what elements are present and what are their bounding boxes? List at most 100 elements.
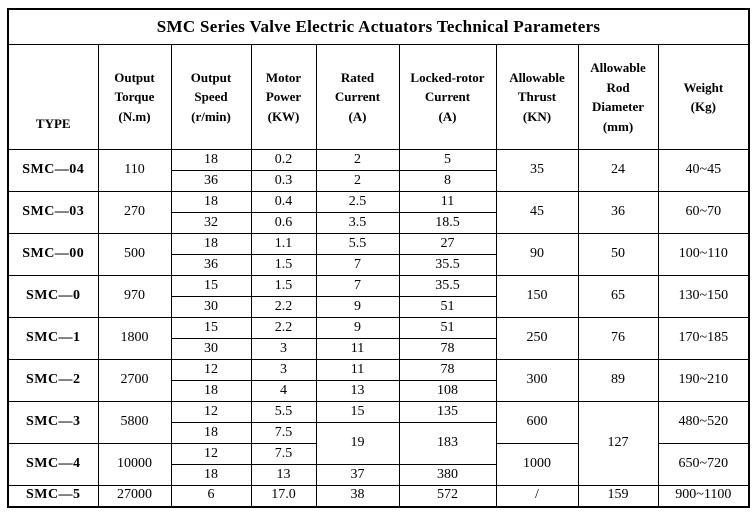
- table-cell: 5.5: [315, 233, 400, 255]
- table-cell: 36: [170, 170, 252, 192]
- table-cell: 1800: [97, 317, 172, 360]
- table-cell: 51: [398, 317, 497, 339]
- column-header-output-speed: Output Speed (r/min): [170, 44, 252, 150]
- table-cell: 10000: [97, 443, 172, 486]
- table-cell: 2: [315, 170, 400, 192]
- table-cell: 8: [398, 170, 497, 192]
- table-cell: 300: [495, 359, 579, 402]
- table-row: 32 0.6 3.5 18.5: [8, 212, 749, 234]
- table-cell: 27: [398, 233, 497, 255]
- table-cell: 15: [170, 275, 252, 297]
- table-cell: 1.5: [250, 254, 317, 276]
- table-cell: 35: [495, 149, 579, 192]
- table-cell: 5800: [97, 401, 172, 444]
- column-header-motor-power: Motor Power (KW): [250, 44, 317, 150]
- type-cell: SMC—1: [7, 317, 99, 360]
- table-cell: 7.5: [250, 422, 317, 444]
- table-row: SMC—5 27000 6 17.0 38 572 / 159 900~1100: [7, 485, 750, 507]
- table-cell: 5.5: [250, 401, 317, 423]
- table-cell: 50: [577, 233, 659, 276]
- table-cell: 7: [315, 254, 400, 276]
- type-cell: SMC—3: [7, 401, 99, 444]
- table-cell: 380: [398, 464, 497, 486]
- table-cell: 89: [577, 359, 659, 402]
- table-row: SMC—04 110 18 0.2 2 5 35 24 40~45: [7, 149, 750, 192]
- table-cell: 170~185: [657, 317, 750, 360]
- table-cell: 18: [170, 233, 252, 255]
- column-header-output-torque: Output Torque (N.m): [97, 44, 172, 150]
- table-cell: 100~110: [657, 233, 750, 276]
- table-cell: 36: [577, 191, 659, 234]
- table-cell: 900~1100: [657, 485, 750, 507]
- table-cell: 572: [398, 485, 497, 507]
- table-cell: 2: [315, 149, 400, 171]
- table-row: SMC—0 970 15 1.5 7 35.5 150 65 130~150: [7, 275, 750, 318]
- table-cell: 17.0: [250, 485, 317, 507]
- table-cell: 650~720: [657, 443, 750, 486]
- table-cell: 130~150: [657, 275, 750, 318]
- table-cell: 0.6: [250, 212, 317, 234]
- table-cell: 3: [250, 338, 317, 360]
- table-cell: 36: [170, 254, 252, 276]
- table-cell: 270: [97, 191, 172, 234]
- table-cell: 19: [315, 422, 400, 465]
- table-cell: 13: [250, 464, 317, 486]
- type-cell: SMC—04: [7, 149, 99, 192]
- table-title: SMC Series Valve Electric Actuators Tech…: [7, 8, 750, 45]
- table-cell: 970: [97, 275, 172, 318]
- column-header-rated-current: Rated Current (A): [315, 44, 400, 150]
- type-cell: SMC—00: [7, 233, 99, 276]
- table-cell: 3.5: [315, 212, 400, 234]
- table-cell: 159: [577, 485, 659, 507]
- table-cell: 18: [170, 464, 252, 486]
- table-cell: 0.2: [250, 149, 317, 171]
- parameters-table: SMC Series Valve Electric Actuators Tech…: [7, 8, 751, 508]
- table-cell: 6: [170, 485, 252, 507]
- table-cell: 0.3: [250, 170, 317, 192]
- table-cell: 24: [577, 149, 659, 192]
- table-cell: 12: [170, 443, 252, 465]
- table-cell: 2.2: [250, 317, 317, 339]
- table-cell: 90: [495, 233, 579, 276]
- table-cell: 18.5: [398, 212, 497, 234]
- table-cell: 600: [495, 401, 579, 444]
- table-cell: 1.5: [250, 275, 317, 297]
- table-row: 18 7.5 19 183: [8, 422, 749, 465]
- table-cell: 35.5: [398, 254, 497, 276]
- table-cell: 110: [97, 149, 172, 192]
- table-cell: 0.4: [250, 191, 317, 213]
- table-cell: 4: [250, 380, 317, 402]
- table-cell: 5: [398, 149, 497, 171]
- table-cell: 30: [170, 338, 252, 360]
- table-cell: 11: [398, 191, 497, 213]
- table-cell: 12: [170, 401, 252, 423]
- column-header-allowable-thrust: Allowable Thrust (KN): [495, 44, 579, 150]
- header-row: TYPE Output Torque (N.m) Output Speed (r…: [7, 44, 750, 150]
- table-cell: 250: [495, 317, 579, 360]
- table-cell: 51: [398, 296, 497, 318]
- table-cell: 1000: [495, 443, 579, 486]
- table-row: SMC—00 500 18 1.1 5.5 27 90 50 100~110: [7, 233, 750, 276]
- table-cell: 3: [250, 359, 317, 381]
- table-cell: 18: [170, 191, 252, 213]
- type-cell: SMC—4: [7, 443, 99, 486]
- table-cell: 78: [398, 338, 497, 360]
- table-cell: 108: [398, 380, 497, 402]
- table-cell: 2.2: [250, 296, 317, 318]
- table-cell: 127: [577, 401, 659, 486]
- table-cell: 18: [170, 380, 252, 402]
- table-cell: 183: [398, 422, 497, 465]
- table-row: SMC—03 270 18 0.4 2.5 11 45 36 60~70: [7, 191, 750, 234]
- table-cell: 135: [398, 401, 497, 423]
- table-cell: 480~520: [657, 401, 750, 444]
- table-cell: 32: [170, 212, 252, 234]
- table-cell: 18: [170, 149, 252, 171]
- table-cell: 76: [577, 317, 659, 360]
- table-cell: 78: [398, 359, 497, 381]
- column-header-weight: Weight (Kg): [657, 44, 750, 150]
- table-cell: 38: [315, 485, 400, 507]
- table-cell: 27000: [97, 485, 172, 507]
- table-row: SMC—1 1800 15 2.2 9 51 250 76 170~185: [7, 317, 750, 360]
- table-cell: 11: [315, 359, 400, 381]
- type-cell: SMC—5: [7, 485, 99, 507]
